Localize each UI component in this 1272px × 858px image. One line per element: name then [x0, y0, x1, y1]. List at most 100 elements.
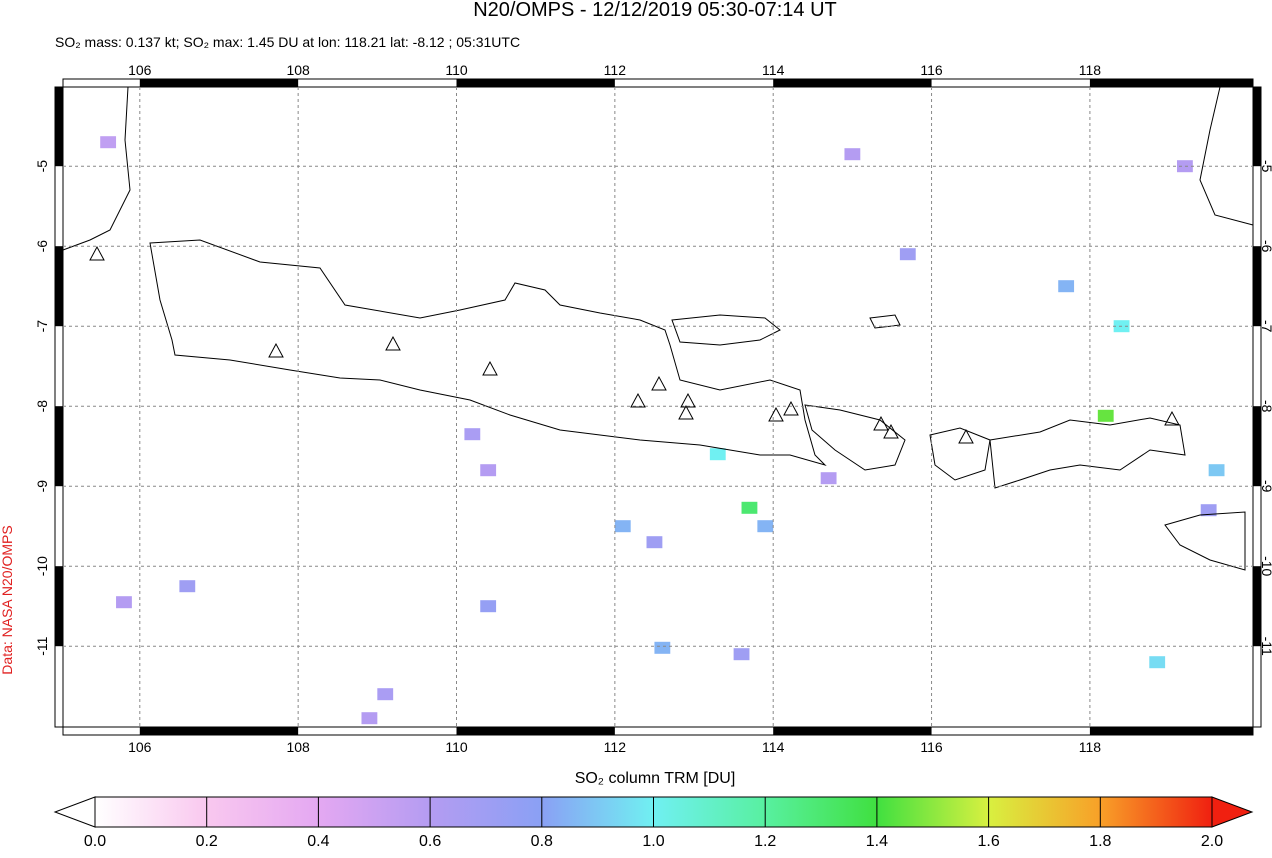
volcano: [680, 392, 696, 408]
border-bar: [55, 566, 63, 647]
colorbar-tick-label: 1.0: [642, 833, 664, 850]
x-tick-label: 108: [286, 739, 310, 755]
x-tick-label: 110: [445, 739, 468, 755]
y-tick-label: -6: [34, 240, 50, 253]
side-label: Data: NASA N20/OMPS: [0, 525, 15, 674]
x-tick-label: 114: [762, 739, 785, 755]
x-tick-label: 110: [445, 62, 468, 78]
colorbar-tick-label: 1.4: [866, 833, 888, 850]
madura: [671, 314, 781, 346]
so2-pixels: [100, 136, 1225, 725]
border-bar: [55, 87, 63, 167]
sumba: [1164, 511, 1246, 571]
coastline: [62, 86, 1254, 571]
x-tick-label: 112: [604, 739, 627, 755]
borneo: [1199, 86, 1254, 226]
colorbar-tick-label: 0.6: [419, 833, 441, 850]
bali: [804, 404, 906, 471]
so2-pixel: [116, 596, 132, 609]
so2-pixel: [844, 148, 861, 161]
java: [149, 239, 827, 467]
border-bar: [773, 79, 932, 87]
map-frame: [62, 86, 1254, 728]
volcano: [89, 245, 105, 261]
y-tick-label: -7: [1259, 320, 1272, 333]
x-tick-label: 112: [604, 62, 627, 78]
border-bar: [1253, 406, 1261, 487]
colorbar-tick-label: 0.0: [84, 833, 106, 850]
x-tick-label: 116: [920, 739, 943, 755]
y-tick-label: -5: [1259, 160, 1272, 173]
so2-pixel: [480, 600, 497, 613]
border-outline: [62, 726, 1254, 736]
x-tick-label: 108: [286, 62, 310, 78]
y-tick-label: -6: [1259, 240, 1272, 253]
border-outline: [62, 78, 1254, 88]
border-bar: [139, 79, 299, 87]
volcano: [1164, 410, 1180, 426]
lombok: [929, 427, 991, 481]
so2-pixel: [100, 136, 117, 149]
so2-pixel: [733, 648, 750, 661]
colorbar-tick-label: 0.2: [196, 833, 218, 850]
x-tick-label: 114: [762, 62, 785, 78]
y-tick-label: -5: [34, 160, 50, 173]
so2-pixel: [709, 448, 726, 461]
so2-pixel: [179, 580, 196, 593]
sumbawa: [989, 417, 1186, 489]
x-tick-label: 116: [920, 62, 943, 78]
bawean: [869, 314, 901, 329]
colorbar-tick-label: 1.2: [754, 833, 776, 850]
so2-pixel: [1149, 656, 1166, 669]
so2-pixel: [1176, 160, 1193, 173]
colorbar-tick-label: 1.6: [977, 833, 999, 850]
y-tick-label: -8: [34, 400, 50, 413]
y-tick-label: -7: [34, 320, 50, 333]
border-outline: [1252, 86, 1262, 728]
border-bar: [1253, 246, 1261, 327]
y-tick-label: -8: [1259, 400, 1272, 413]
so2-pixel: [1208, 464, 1225, 477]
chart-subtitle: SO₂ mass: 0.137 kt; SO₂ max: 1.45 DU at …: [55, 34, 520, 50]
x-tick-label: 106: [128, 62, 152, 78]
so2-pixel: [614, 520, 631, 533]
sumatra: [62, 86, 131, 251]
border-bar: [1253, 87, 1261, 167]
volcano: [883, 423, 899, 439]
so2-pixel: [1200, 504, 1217, 517]
x-tick-label: 118: [1079, 62, 1102, 78]
colorbar-tick-label: 2.0: [1201, 833, 1223, 850]
so2-pixel: [480, 464, 497, 477]
so2-pixel: [741, 501, 758, 514]
volcano: [482, 360, 498, 376]
chart-title: N20/OMPS - 12/12/2019 05:30-07:14 UT: [473, 0, 837, 21]
border-outline: [54, 86, 64, 728]
border-bar: [55, 406, 63, 487]
volcano: [783, 400, 799, 416]
border-bar: [1089, 727, 1253, 735]
so2-pixel: [646, 536, 663, 549]
border-bar: [1253, 566, 1261, 647]
colorbar-over: [1211, 796, 1254, 828]
so2-pixel: [820, 472, 837, 485]
border-bar: [1089, 79, 1253, 87]
volcano: [651, 375, 667, 391]
colorbar-under: [53, 796, 96, 828]
border-bar: [456, 79, 615, 87]
y-tick-label: -10: [34, 556, 50, 576]
border-bar: [139, 727, 299, 735]
volcanoes: [89, 245, 1180, 444]
so2-pixel: [899, 248, 916, 261]
y-tick-label: -11: [34, 636, 50, 655]
volcano: [678, 404, 694, 420]
border-bar: [773, 727, 932, 735]
y-tick-label: -9: [34, 480, 50, 493]
volcano: [630, 392, 646, 408]
volcano: [873, 415, 889, 431]
so2-pixel: [1097, 409, 1114, 422]
colorbar-tick-label: 0.4: [307, 833, 329, 850]
volcano: [268, 342, 284, 358]
